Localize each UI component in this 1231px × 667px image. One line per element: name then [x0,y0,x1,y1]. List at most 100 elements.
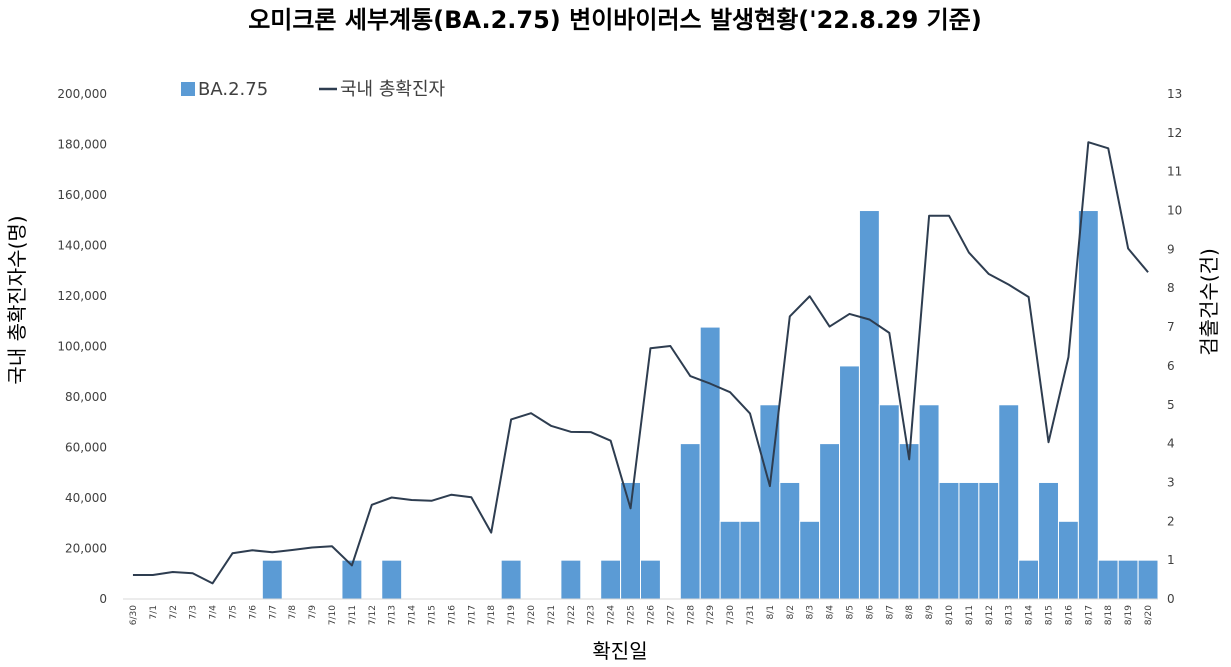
x-tick-label: 7/11 [348,605,358,625]
x-tick-label: 7/28 [686,605,696,625]
left-axis-label: 국내 총확진자수(명) [5,215,29,384]
right-tick-label: 4 [1167,437,1175,451]
bar [978,481,1000,600]
x-tick-label: 8/20 [1144,605,1154,625]
bar [600,559,622,600]
right-tick-label: 0 [1167,592,1175,606]
x-tick-label: 8/19 [1124,605,1134,625]
x-tick-label: 8/3 [806,605,816,619]
x-tick-label: 6/30 [129,605,139,625]
x-tick-label: 7/14 [408,605,418,625]
left-tick-label: 180,000 [57,138,107,152]
legend-label-bar: BA.2.75 [198,79,268,100]
bar [500,559,522,600]
right-tick-label: 11 [1167,165,1182,179]
bar [938,481,960,600]
right-tick-label: 7 [1167,320,1175,334]
right-tick-label: 2 [1167,514,1175,528]
bar [261,559,283,600]
bar [560,559,582,600]
bar [819,443,841,600]
bar [1117,559,1139,600]
right-tick-label: 12 [1167,126,1182,140]
bar [918,404,940,600]
x-tick-label: 7/9 [308,605,318,620]
bar [699,326,721,600]
left-tick-label: 80,000 [65,390,107,404]
chart-title: 오미크론 세부계통(BA.2.75) 변이바이러스 발생현황('22.8.29 … [248,6,982,34]
x-tick-label: 8/9 [925,605,935,620]
x-axis-ticks: 6/30 7/1 7/2 7/3 7/4 7/5 7/6 7/7 7/8 7/9 7/10 7/11 7… [129,605,1154,625]
left-tick-label: 120,000 [57,289,107,303]
left-tick-label: 60,000 [65,441,107,455]
right-tick-label: 3 [1167,475,1175,489]
x-tick-label: 7/27 [666,605,676,625]
bar [799,520,821,600]
legend: BA.2.75 국내 총확진자 [181,79,446,100]
bar [381,559,403,600]
x-tick-label: 8/16 [1064,605,1074,625]
x-tick-label: 7/3 [189,605,199,619]
x-tick-label: 7/16 [447,605,457,625]
x-tick-label: 8/10 [945,605,955,625]
left-tick-label: 140,000 [57,239,107,253]
x-tick-label: 7/17 [467,605,477,625]
x-tick-label: 7/18 [487,605,497,625]
right-tick-label: 9 [1167,242,1175,256]
bar [1057,520,1079,600]
right-axis-label: 검출건수(건) [1197,248,1221,356]
x-tick-label: 8/17 [1084,605,1094,625]
x-tick-label: 7/26 [646,605,656,625]
right-tick-label: 10 [1167,204,1182,218]
x-tick-label: 7/19 [507,605,517,625]
bar [739,520,761,600]
bar [958,481,980,600]
right-tick-label: 1 [1167,553,1175,567]
left-tick-label: 0 [99,592,107,606]
left-tick-label: 100,000 [57,340,107,354]
x-tick-label: 8/18 [1104,605,1114,625]
series-line-total-cases [132,141,1149,585]
x-tick-label: 7/13 [388,605,398,625]
x-tick-label: 8/4 [826,605,836,620]
bar [779,481,801,600]
x-tick-label: 7/29 [706,605,716,625]
x-tick-label: 8/15 [1045,605,1055,625]
bar [858,210,880,600]
bar [998,404,1020,600]
x-tick-label: 7/22 [567,605,577,625]
x-tick-label: 8/6 [865,605,875,620]
bar-series [123,210,1159,600]
left-axis-ticks: 0 20,000 40,000 60,000 80,000 100,000 120,000 1… [57,87,107,606]
bar [679,443,701,600]
bar [1038,481,1059,600]
right-tick-label: 13 [1167,87,1182,101]
x-tick-label: 7/8 [288,605,298,620]
x-tick-label: 7/7 [268,605,278,619]
x-tick-label: 7/5 [228,605,238,619]
x-tick-label: 8/1 [766,605,776,619]
x-tick-label: 7/6 [248,605,258,620]
bar [1018,559,1040,600]
bar [1137,559,1159,600]
bar [878,404,900,600]
x-tick-label: 7/21 [547,605,557,625]
x-tick-label: 8/14 [1025,605,1035,625]
x-tick-label: 8/8 [905,605,915,620]
x-tick-label: 8/5 [845,605,855,619]
bar [898,443,920,600]
left-tick-label: 40,000 [65,491,107,505]
x-tick-label: 7/4 [209,605,219,620]
x-tick-label: 8/13 [1005,605,1015,625]
x-tick-label: 7/23 [587,605,597,625]
x-tick-label: 7/1 [149,605,159,619]
left-tick-label: 160,000 [57,188,107,202]
x-tick-label: 8/11 [965,605,975,625]
right-tick-label: 6 [1167,359,1175,373]
bar [1077,210,1099,600]
left-tick-label: 20,000 [65,542,107,556]
bar [620,481,641,600]
